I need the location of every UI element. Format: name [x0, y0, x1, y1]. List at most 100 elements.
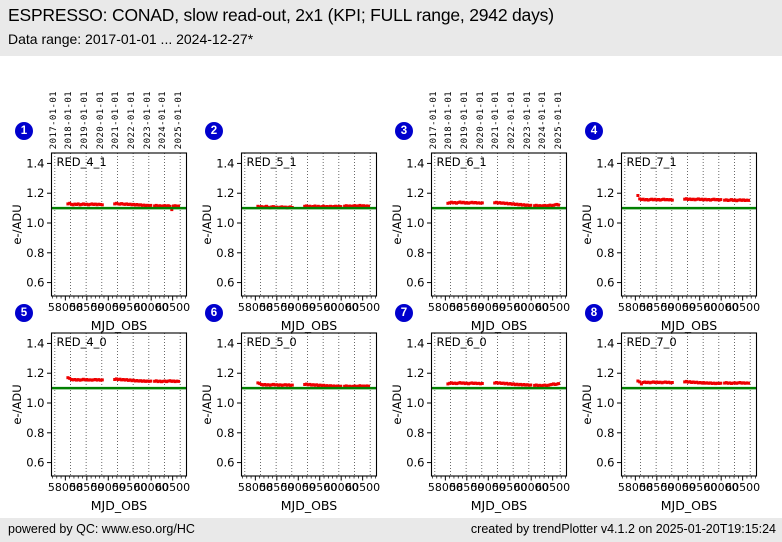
svg-text:58000: 58000: [48, 301, 83, 314]
svg-text:1.4: 1.4: [26, 156, 44, 170]
svg-text:59500: 59500: [492, 301, 527, 314]
svg-text:58500: 58500: [69, 301, 104, 314]
svg-text:RED_4_1: RED_4_1: [57, 155, 107, 169]
svg-text:59500: 59500: [302, 301, 337, 314]
subplot-panel-red-7-0: 8 58000 58500 59000 59500 60000 60500 0.6 0.8 1.…: [580, 304, 770, 517]
svg-text:59000: 59000: [91, 301, 126, 314]
subplot-panel-red-6-0: 7 58000 58500 59000 59500 60000 60500 0.6 0.8 1.…: [390, 304, 580, 517]
svg-text:1.2: 1.2: [216, 366, 234, 380]
svg-text:e-/ADU: e-/ADU: [200, 204, 214, 244]
svg-text:58500: 58500: [69, 481, 104, 494]
svg-text:MJD_OBS: MJD_OBS: [91, 498, 148, 513]
svg-text:0.8: 0.8: [26, 246, 44, 260]
svg-text:0.8: 0.8: [26, 426, 44, 440]
svg-text:59000: 59000: [281, 301, 316, 314]
svg-text:MJD_OBS: MJD_OBS: [91, 318, 148, 333]
svg-text:60000: 60000: [514, 301, 549, 314]
svg-text:0.6: 0.6: [26, 456, 44, 470]
svg-text:58000: 58000: [428, 481, 463, 494]
svg-text:59500: 59500: [112, 301, 147, 314]
svg-text:0.6: 0.6: [596, 456, 614, 470]
date-tick-label: 2017-01-01: [428, 90, 439, 149]
svg-text:59500: 59500: [682, 301, 717, 314]
subplot-panel-red-4-0: 5 58000 58500 59000 59500 60000 60500 0.6 0.8 1.…: [10, 304, 200, 517]
svg-text:1.0: 1.0: [596, 216, 614, 230]
svg-text:0.8: 0.8: [216, 426, 234, 440]
svg-text:e-/ADU: e-/ADU: [580, 384, 594, 424]
svg-text:0.8: 0.8: [596, 426, 614, 440]
svg-text:59500: 59500: [302, 481, 337, 494]
svg-text:58500: 58500: [449, 481, 484, 494]
svg-text:e-/ADU: e-/ADU: [580, 204, 594, 244]
svg-text:1.0: 1.0: [216, 396, 234, 410]
svg-text:1.0: 1.0: [26, 396, 44, 410]
svg-text:1.4: 1.4: [596, 336, 614, 350]
svg-text:59000: 59000: [661, 301, 696, 314]
svg-text:RED_6_1: RED_6_1: [437, 155, 487, 169]
svg-text:60000: 60000: [324, 481, 359, 494]
date-tick-label: 2022-01-01: [507, 90, 518, 149]
panel-number-badge: 5: [15, 304, 33, 322]
svg-text:58000: 58000: [238, 301, 273, 314]
svg-text:59000: 59000: [281, 481, 316, 494]
svg-text:MJD_OBS: MJD_OBS: [661, 318, 718, 333]
svg-text:1.2: 1.2: [406, 186, 424, 200]
svg-text:59000: 59000: [471, 481, 506, 494]
date-tick-label: 2017-01-01: [48, 90, 59, 149]
svg-text:0.8: 0.8: [596, 246, 614, 260]
svg-text:60500: 60500: [725, 481, 760, 494]
date-axis-labels: [200, 75, 390, 152]
svg-text:0.8: 0.8: [406, 426, 424, 440]
svg-text:e-/ADU: e-/ADU: [390, 204, 404, 244]
subplot-panel-red-5-1: 2 58000 58500 59000 59500 60000 60500 0.6 0.8 1.…: [200, 75, 390, 337]
svg-text:60000: 60000: [704, 301, 739, 314]
date-tick-label: 2019-01-01: [80, 90, 91, 149]
date-axis-labels: 2017-01-01 2018-01-01 2019-01-01 2020-01-01…: [390, 75, 580, 152]
svg-text:60000: 60000: [324, 301, 359, 314]
date-tick-label: 2024-01-01: [538, 90, 549, 149]
date-tick-label: 2021-01-01: [111, 90, 122, 149]
date-axis-labels: 2017-01-01 2018-01-01 2019-01-01 2020-01-01…: [10, 75, 200, 152]
panel-number-badge: 4: [585, 122, 603, 140]
svg-text:RED_4_0: RED_4_0: [57, 335, 107, 349]
svg-text:e-/ADU: e-/ADU: [10, 384, 24, 424]
svg-text:1.4: 1.4: [216, 336, 234, 350]
subplot-panel-red-7-1: 4 58000 58500 59000 59500 60000 60500 0.6 0.8 1.…: [580, 75, 770, 337]
svg-text:1.0: 1.0: [406, 396, 424, 410]
svg-text:59500: 59500: [682, 481, 717, 494]
panel-number-badge: 8: [585, 304, 603, 322]
date-tick-label: 2020-01-01: [95, 90, 106, 149]
svg-text:e-/ADU: e-/ADU: [200, 384, 214, 424]
svg-text:58500: 58500: [639, 481, 674, 494]
svg-text:58500: 58500: [639, 301, 674, 314]
svg-text:60500: 60500: [345, 301, 380, 314]
svg-text:RED_6_0: RED_6_0: [437, 335, 487, 349]
svg-text:0.6: 0.6: [26, 276, 44, 290]
svg-text:60000: 60000: [704, 481, 739, 494]
svg-text:60500: 60500: [535, 301, 570, 314]
svg-text:60000: 60000: [134, 481, 169, 494]
svg-text:RED_5_0: RED_5_0: [247, 335, 297, 349]
panel-number-badge: 7: [395, 304, 413, 322]
svg-text:0.8: 0.8: [216, 246, 234, 260]
svg-text:1.2: 1.2: [216, 186, 234, 200]
page-title: ESPRESSO: CONAD, slow read-out, 2x1 (KPI…: [8, 5, 554, 25]
svg-text:58000: 58000: [428, 301, 463, 314]
svg-text:0.8: 0.8: [406, 246, 424, 260]
svg-text:59000: 59000: [661, 481, 696, 494]
svg-text:58000: 58000: [618, 481, 653, 494]
panel-number-badge: 6: [205, 304, 223, 322]
svg-text:RED_5_1: RED_5_1: [247, 155, 297, 169]
svg-text:59000: 59000: [91, 481, 126, 494]
svg-text:58500: 58500: [449, 301, 484, 314]
svg-text:1.4: 1.4: [596, 156, 614, 170]
svg-text:58000: 58000: [618, 301, 653, 314]
date-tick-label: 2023-01-01: [522, 90, 533, 149]
footer-powered-by: powered by QC: www.eso.org/HC: [8, 522, 195, 536]
date-tick-label: 2022-01-01: [127, 90, 138, 149]
svg-text:MJD_OBS: MJD_OBS: [661, 498, 718, 513]
svg-text:1.0: 1.0: [26, 216, 44, 230]
